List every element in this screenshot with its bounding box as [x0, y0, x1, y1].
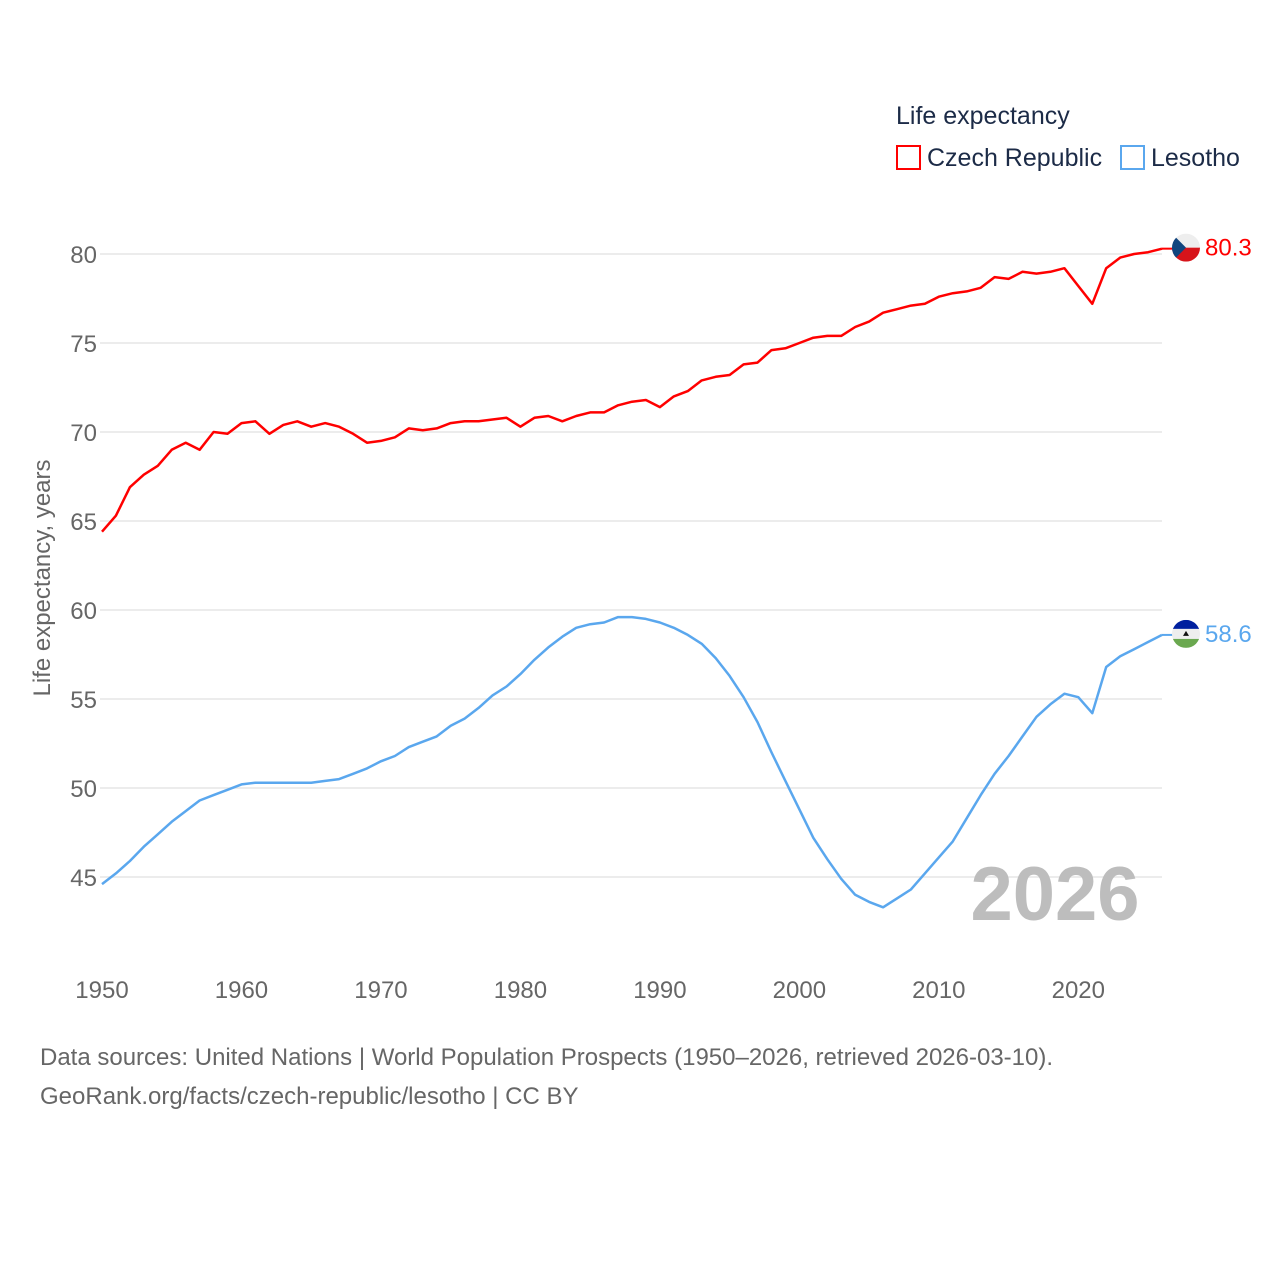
source-link[interactable]: GeoRank.org/facts/czech-republic/lesotho…: [40, 1083, 579, 1110]
year-watermark: 2026: [970, 852, 1139, 937]
x-tick-label: 2000: [773, 977, 826, 1004]
y-tick-label: 55: [70, 687, 97, 714]
y-tick-label: 65: [70, 509, 97, 536]
lesotho-flag-icon: [1172, 619, 1200, 648]
legend-label: Lesotho: [1151, 144, 1240, 172]
series-line-lesotho: [101, 615, 1163, 909]
series-line-czech-republic: [101, 247, 1163, 533]
x-tick-label: 1980: [494, 977, 547, 1004]
y-tick-label: 60: [70, 598, 97, 625]
data-sources: Data sources: United Nations | World Pop…: [40, 1044, 1054, 1071]
x-tick-label: 1950: [75, 977, 128, 1004]
legend-swatch: [1120, 145, 1145, 170]
y-tick-label: 45: [70, 865, 97, 892]
end-value-label: 58.6: [1205, 621, 1252, 648]
x-tick-label: 1970: [354, 977, 407, 1004]
czech-flag-icon: [1172, 233, 1200, 262]
end-value-label: 80.3: [1205, 235, 1252, 262]
y-tick-label: 70: [70, 420, 97, 447]
legend-label: Czech Republic: [927, 144, 1102, 172]
y-axis-title: Life expectancy, years: [29, 459, 56, 696]
x-tick-label: 2010: [912, 977, 965, 1004]
x-tick-label: 2020: [1052, 977, 1105, 1004]
legend-title: Life expectancy: [896, 102, 1070, 130]
x-tick-label: 1960: [215, 977, 268, 1004]
x-tick-label: 1990: [633, 977, 686, 1004]
y-tick-label: 75: [70, 331, 97, 358]
y-tick-label: 50: [70, 776, 97, 803]
y-tick-label: 80: [70, 242, 97, 269]
legend-swatch: [896, 145, 921, 170]
